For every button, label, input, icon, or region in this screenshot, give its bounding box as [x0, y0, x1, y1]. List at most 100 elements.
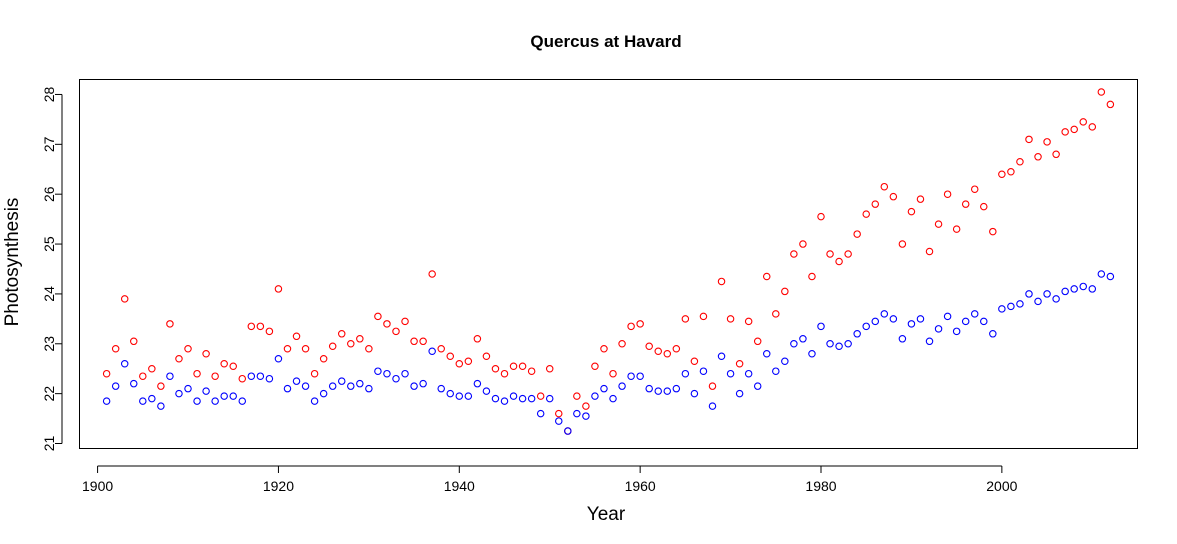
data-point [518, 362, 527, 370]
data-point [473, 335, 482, 343]
plot-frame [79, 79, 1138, 449]
data-point [591, 392, 599, 400]
data-point [184, 345, 192, 353]
data-point [609, 394, 617, 403]
data-point [1025, 290, 1033, 298]
data-point [952, 225, 961, 233]
data-point [898, 240, 907, 248]
data-point [256, 372, 265, 380]
data-point [835, 257, 843, 266]
data-point [790, 250, 798, 258]
data-point [491, 394, 500, 403]
y-tick-label: 26 [41, 186, 57, 202]
data-point [265, 327, 274, 336]
data-point [880, 310, 889, 318]
data-point [1088, 285, 1097, 293]
data-point [238, 397, 247, 405]
data-point [781, 287, 789, 296]
data-point [1007, 168, 1015, 176]
data-point [319, 354, 328, 363]
x-tick-label: 1980 [805, 478, 836, 494]
data-point [943, 190, 952, 198]
data-point [907, 320, 916, 328]
data-point [365, 345, 373, 353]
data-point [500, 397, 509, 405]
x-tick-label: 1940 [444, 478, 475, 494]
data-point [256, 322, 265, 331]
data-point [663, 387, 672, 395]
data-point [1052, 295, 1060, 303]
y-tick-label: 23 [41, 336, 57, 352]
data-point [356, 379, 364, 388]
data-point [536, 392, 545, 400]
data-point [473, 379, 482, 388]
y-tick-label: 22 [41, 386, 57, 402]
data-point [274, 354, 283, 363]
y-tick-label: 28 [41, 86, 57, 102]
data-point [735, 389, 744, 398]
data-point [844, 250, 852, 258]
data-point [762, 272, 771, 281]
data-point [934, 220, 943, 228]
data-point [1061, 128, 1069, 136]
data-point [998, 305, 1006, 313]
data-point [627, 372, 635, 380]
data-point [853, 330, 861, 338]
data-point [1079, 118, 1087, 126]
data-point [509, 362, 518, 370]
data-point [509, 392, 518, 400]
data-point [654, 347, 662, 356]
data-point [582, 402, 590, 410]
data-point [925, 247, 934, 256]
data-point [618, 340, 626, 348]
data-point [853, 230, 861, 238]
data-point [274, 285, 283, 293]
data-point [1097, 270, 1106, 278]
data-point [392, 374, 400, 383]
data-point [536, 409, 545, 418]
data-point [916, 195, 925, 203]
data-point [527, 394, 536, 403]
data-point [871, 200, 880, 208]
x-axis-label: Year [587, 504, 626, 525]
data-point [120, 295, 129, 303]
data-point [772, 367, 780, 375]
data-point [220, 392, 228, 400]
y-tick-label: 27 [41, 136, 57, 152]
data-point [111, 382, 120, 390]
data-point [247, 322, 256, 331]
data-point [428, 270, 436, 278]
y-axis-label: Photosynthesis [2, 198, 23, 327]
data-point [934, 325, 943, 333]
data-point [1106, 272, 1115, 281]
data-point [545, 364, 554, 373]
data-point [130, 379, 138, 388]
data-point [401, 317, 409, 326]
data-point [247, 372, 256, 380]
data-point [211, 372, 219, 380]
data-point [1007, 302, 1015, 311]
data-point [120, 359, 129, 368]
data-point [419, 379, 427, 388]
data-point [175, 354, 183, 363]
data-point [573, 409, 581, 418]
y-axis: 21 22 23 24 25 26 27 28 [41, 86, 63, 451]
data-point [1079, 282, 1087, 291]
data-point [383, 320, 391, 328]
data-point [310, 369, 319, 378]
data-point [482, 387, 491, 395]
data-point [708, 402, 717, 410]
data-point [835, 342, 843, 351]
data-point [148, 394, 156, 403]
data-point [1043, 138, 1051, 146]
data-point [356, 335, 364, 343]
data-point [383, 369, 391, 378]
data-point [735, 359, 744, 368]
data-point [374, 312, 382, 321]
data-point [265, 374, 274, 383]
data-point [166, 372, 174, 380]
data-point [898, 335, 907, 343]
data-point [283, 345, 292, 353]
data-point [690, 389, 699, 398]
data-point [907, 207, 916, 216]
